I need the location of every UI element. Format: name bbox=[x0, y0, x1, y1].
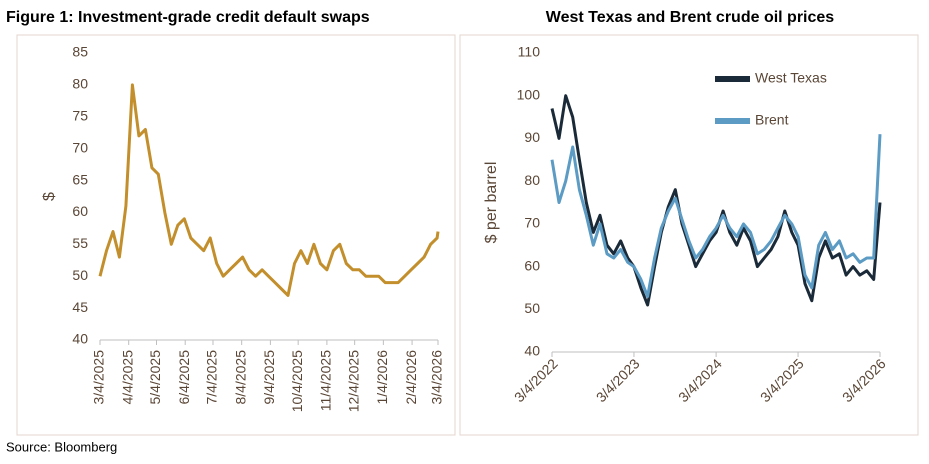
x-tick-label: 6/4/2025 bbox=[176, 350, 192, 405]
x-tick-label: 3/4/2022 bbox=[511, 355, 561, 405]
x-tick-label: 8/4/2025 bbox=[232, 350, 248, 405]
y-tick-label: 40 bbox=[72, 331, 88, 347]
legend-label: Brent bbox=[755, 112, 789, 128]
y-tick-label: 70 bbox=[72, 139, 88, 155]
x-tick-label: 3/4/2026 bbox=[839, 355, 889, 405]
y-axis-label: $ bbox=[41, 192, 58, 201]
y-tick-label: 50 bbox=[524, 300, 540, 316]
y-tick-label: 110 bbox=[518, 44, 541, 60]
chart-title: Figure 1: Investment-grade credit defaul… bbox=[6, 9, 370, 26]
y-tick-label: 45 bbox=[72, 299, 88, 315]
y-tick-label: 85 bbox=[72, 44, 88, 60]
x-tick-label: 3/4/2025 bbox=[91, 350, 107, 405]
y-tick-label: 90 bbox=[524, 129, 540, 145]
x-tick-label: 2/4/2026 bbox=[403, 350, 419, 405]
x-tick-label: 9/4/2025 bbox=[261, 350, 277, 405]
y-tick-label: 80 bbox=[72, 76, 88, 92]
y-tick-label: 40 bbox=[524, 343, 540, 359]
x-tick-label: 11/4/2025 bbox=[318, 350, 334, 411]
y-tick-label: 100 bbox=[517, 86, 541, 102]
x-tick-label: 4/4/2025 bbox=[119, 350, 135, 405]
x-tick-label: 7/4/2025 bbox=[204, 350, 220, 405]
source: Source: Bloomberg bbox=[6, 439, 117, 454]
right-frame bbox=[459, 34, 919, 436]
chart-title: West Texas and Brent crude oil prices bbox=[546, 9, 834, 26]
x-tick-label: 3/4/2025 bbox=[757, 355, 807, 405]
y-tick-label: 60 bbox=[72, 203, 88, 219]
legend-label: West Texas bbox=[755, 70, 827, 86]
y-tick-label: 60 bbox=[524, 257, 540, 273]
y-axis-label: $ per barrel bbox=[483, 162, 500, 244]
x-tick-label: 10/4/2025 bbox=[289, 350, 305, 412]
y-tick-label: 70 bbox=[524, 215, 540, 231]
x-tick-label: 3/4/2023 bbox=[593, 355, 643, 405]
y-tick-label: 55 bbox=[72, 235, 88, 251]
x-tick-label: 3/4/2024 bbox=[675, 355, 725, 405]
y-tick-label: 80 bbox=[524, 172, 540, 188]
x-tick-label: 12/4/2025 bbox=[345, 350, 361, 412]
data-line bbox=[550, 94, 882, 307]
data-line bbox=[98, 83, 440, 297]
x-tick-label: 1/4/2026 bbox=[374, 350, 390, 405]
y-tick-label: 50 bbox=[72, 267, 88, 283]
y-tick-label: 75 bbox=[72, 107, 88, 123]
left-frame bbox=[16, 34, 456, 436]
data-line bbox=[550, 134, 882, 298]
x-tick-label: 5/4/2025 bbox=[147, 350, 163, 405]
y-tick-label: 65 bbox=[72, 171, 88, 187]
x-tick-label: 3/4/2026 bbox=[429, 350, 445, 405]
